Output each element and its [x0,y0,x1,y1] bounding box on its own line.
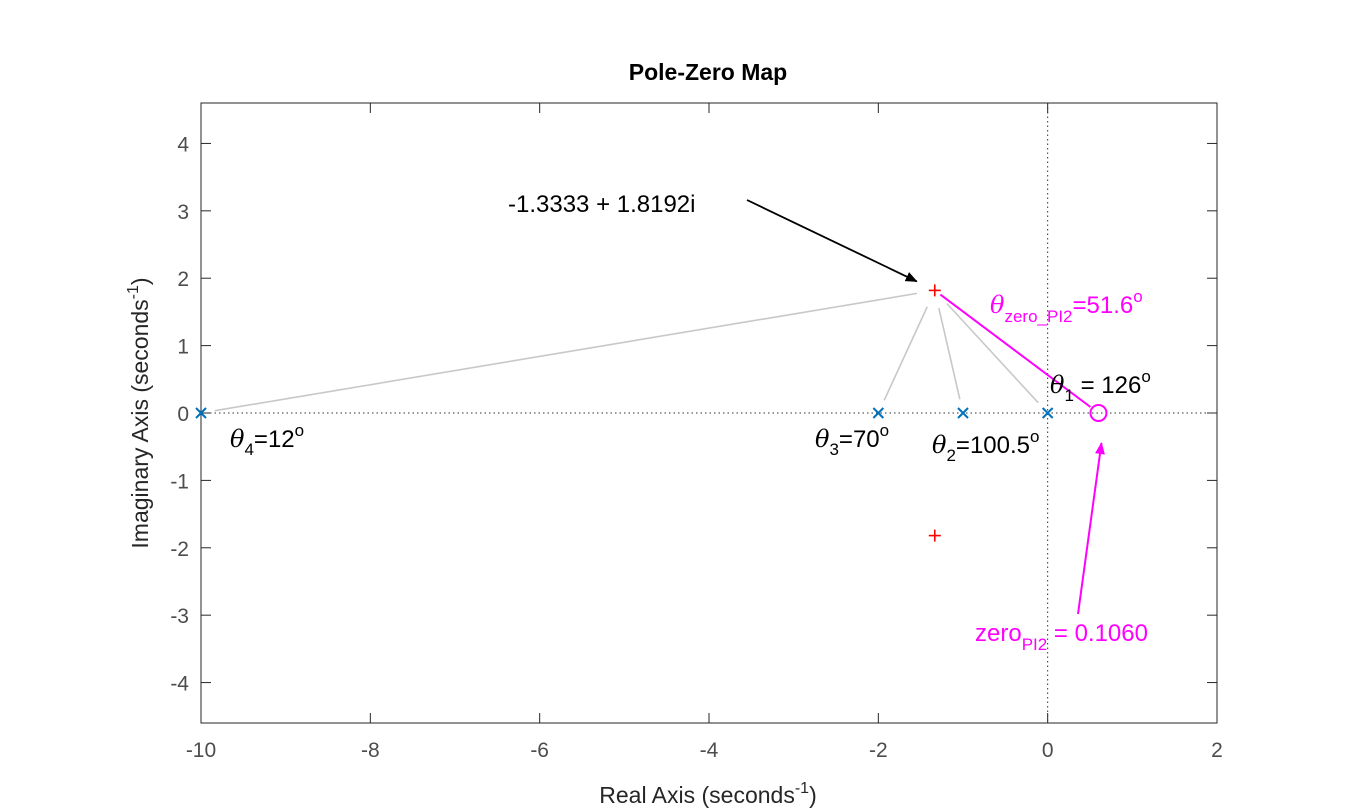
open-loop-pole-1 [195,407,207,419]
x-tick-label: -10 [186,739,216,762]
y-tick-label: 2 [177,268,189,291]
x-tick-label: 0 [1042,739,1054,762]
closed-loop-pole-2 [928,529,941,542]
zero-pi2-label: zeroPI2 = 0.1060 [975,620,1148,654]
closed-loop-pole-label: -1.3333 + 1.8192i [508,191,696,218]
y-tick-label: 1 [177,336,189,359]
x-tick-label: -6 [530,739,549,762]
chart-title: Pole-Zero Map [629,59,787,85]
theta3-label: θ3=70o [815,421,889,459]
angle-line-pole-2 [883,306,928,401]
angle-line-pole-3 [938,307,961,400]
x-tick-label: -2 [869,739,888,762]
y-tick-label: -2 [170,538,189,561]
x-tick-label: -4 [700,739,719,762]
y-tick-label: 0 [177,403,189,426]
y-axis-label: Imaginary Axis (seconds-1) [125,277,153,548]
axis-ticks [200,103,1218,723]
zero-1 [1089,404,1108,422]
y-tick-label: 3 [177,201,189,224]
y-tick-label: -3 [170,605,189,628]
open-loop-pole-4 [1041,407,1054,419]
x-axis-label: Real Axis (seconds-1) [599,780,817,808]
annotation-arrows [746,199,1105,615]
angle-lines [214,292,1092,412]
zero-label-arrow [1077,442,1105,615]
theta4-label: θ4=12o [230,421,304,459]
open-loop-pole-2 [872,407,885,419]
pole-stroke [872,407,885,419]
angle-line-zero [939,293,1092,408]
theta-zero-pi2-label: θzero_PI2=51.6o [990,287,1143,326]
angle-line-pole-1 [214,292,918,412]
theta1-label: θ1 = 126o [1050,367,1151,405]
x-tick-label: -8 [361,739,380,762]
open-loop-pole-3 [957,407,969,419]
y-tick-label: -4 [170,673,189,696]
pole-stroke [957,407,969,419]
closed-loop-pole-1 [928,284,941,297]
y-tick-label: -1 [170,470,189,493]
x-tick-label: 2 [1211,739,1223,762]
angle-line-pole-4 [946,303,1039,404]
theta2-label: θ2=100.5o [932,427,1039,465]
pole-zero-markers [195,284,1108,542]
y-tick-label: 4 [177,133,189,156]
pole-stroke [195,407,207,419]
pole-label-arrow [746,199,918,283]
pole-stroke [1041,407,1054,419]
